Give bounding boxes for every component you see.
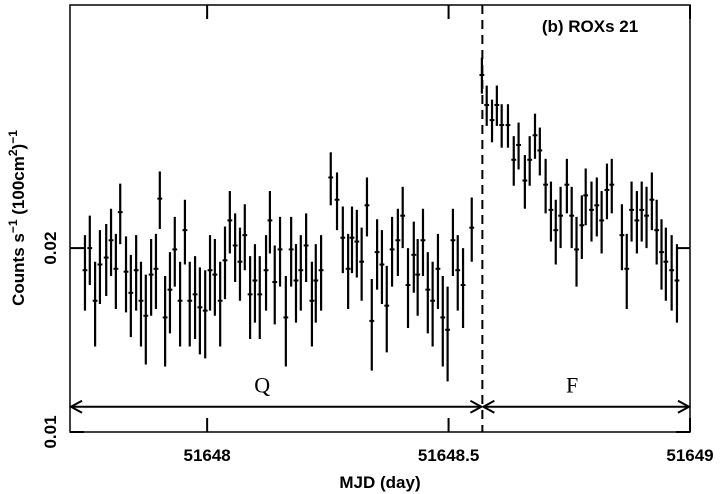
y-label-part: 2	[6, 149, 20, 156]
y-label-part: −1	[6, 130, 20, 144]
arrow-head	[481, 399, 495, 414]
arrow-head	[68, 399, 83, 414]
y-label-part: −1	[6, 219, 20, 233]
x-axis-label: MJD (day)	[339, 473, 420, 492]
arrow-head	[677, 399, 692, 414]
x-tick-label: 51648	[183, 446, 230, 465]
y-label-part: )	[9, 144, 28, 150]
y-label-part: (100cm	[9, 156, 28, 219]
segment-label: Q	[254, 373, 270, 398]
plot-frame	[69, 4, 691, 433]
y-axis-label: Counts s−1 (100cm2)−1	[6, 130, 28, 306]
segment-label: F	[566, 373, 578, 398]
x-tick-label: 51648.5	[418, 446, 479, 465]
x-tick-label: 51649	[666, 446, 713, 465]
annotation: (b) ROXs 21	[542, 17, 638, 36]
y-tick-label: 0.02	[41, 232, 60, 265]
y-tick-label: 0.01	[41, 415, 60, 448]
y-label-part: Counts s	[9, 233, 28, 306]
